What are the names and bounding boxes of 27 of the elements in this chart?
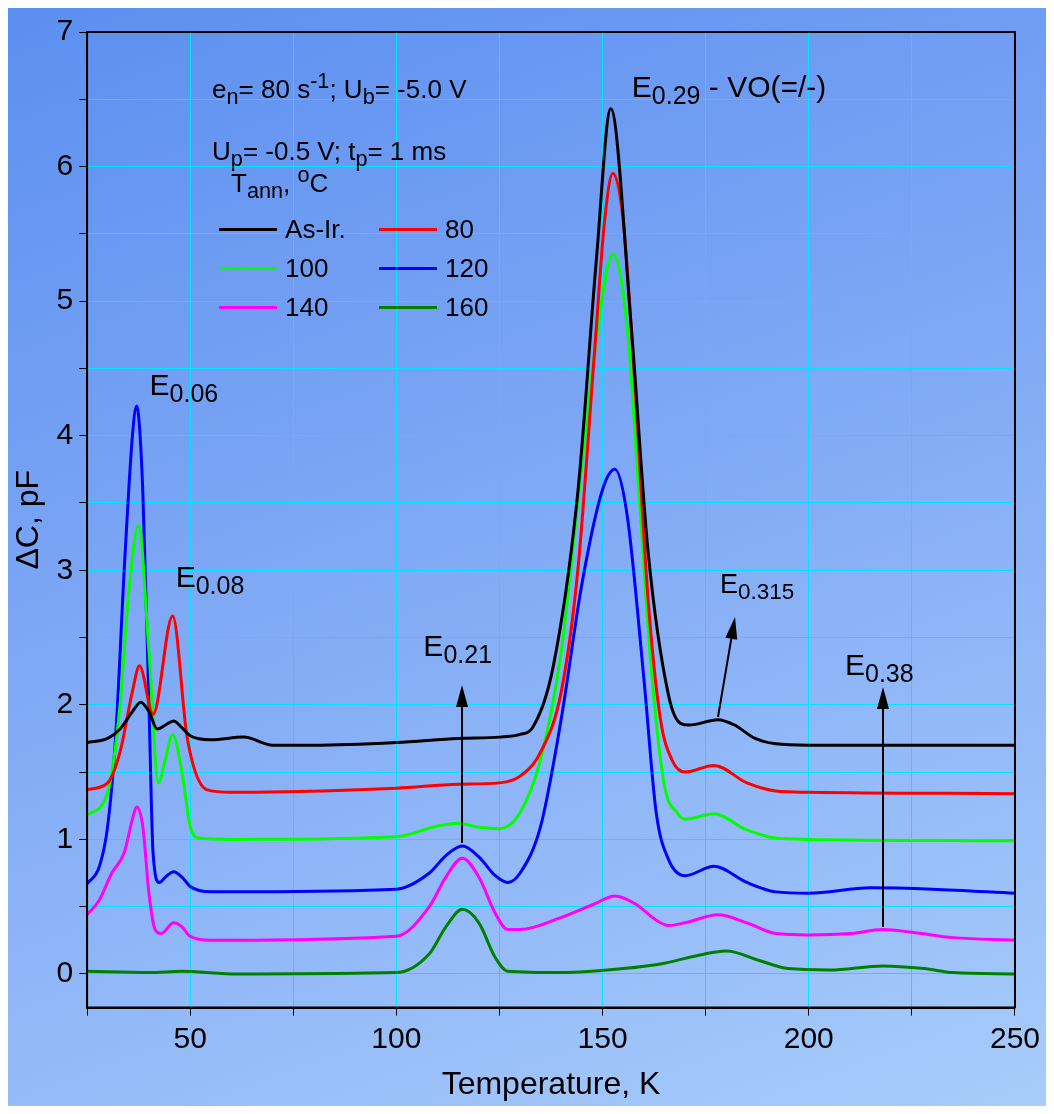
y-tick-label: 2	[56, 686, 74, 720]
y-tick-label: 5	[56, 282, 74, 316]
x-tick-label: 100	[371, 1020, 422, 1054]
legend-label: 80	[445, 213, 475, 245]
legend-label: As-Ir.	[285, 213, 347, 245]
y-tick-label: 6	[56, 147, 74, 181]
annotation: E$_{0.315}$	[720, 568, 795, 605]
legend-label: 100	[285, 252, 330, 284]
annotation: E$_{0.08}$	[175, 560, 245, 599]
x-tick-label: 250	[989, 1020, 1040, 1054]
y-tick-label: 3	[56, 551, 74, 585]
annotation: e$_{n}$= 80 s$^{-1}$; U$_{b}$= -5.0 V	[212, 67, 467, 111]
legend-label: 120	[445, 252, 490, 284]
annotation: E$_{0.06}$	[149, 368, 219, 408]
x-tick-label: 200	[783, 1020, 834, 1054]
annotation: E$_{0.21}$	[423, 629, 493, 669]
y-tick-label: 1	[56, 820, 74, 854]
y-axis-title: ΔC, pF	[9, 470, 46, 570]
y-tick-label: 4	[56, 416, 74, 450]
y-tick-label: 0	[56, 955, 74, 989]
x-tick-label: 150	[577, 1020, 628, 1054]
y-tick-label: 7	[56, 13, 74, 47]
legend-label: 140	[285, 291, 330, 323]
x-axis-title: Temperature, K	[441, 1064, 661, 1101]
legend-label: 160	[445, 291, 490, 323]
annotation: E$_{0.29}$ - VO(=/-)	[631, 69, 827, 109]
x-tick-label: 50	[173, 1020, 207, 1054]
